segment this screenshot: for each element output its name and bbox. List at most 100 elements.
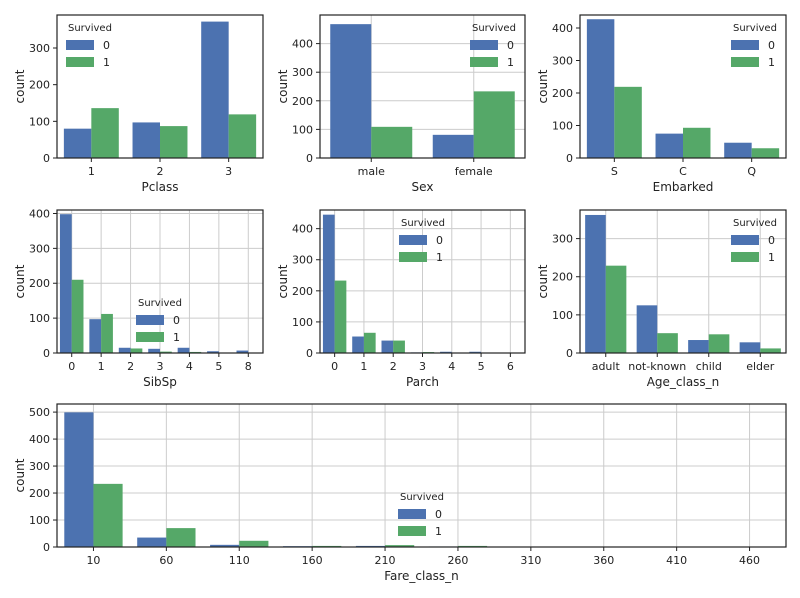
x-tick-label: 5	[215, 360, 222, 373]
bar-fare_class_n-60-survived-1	[166, 528, 196, 547]
bar-age_class_n-elder-survived-1	[760, 348, 781, 353]
x-tick-label: 60	[159, 554, 173, 567]
x-axis-label: Sex	[412, 180, 434, 194]
legend-swatch-survived-1	[399, 252, 427, 262]
legend-label-survived-1: 1	[103, 56, 110, 69]
y-tick-label: 200	[29, 277, 50, 290]
bar-fare_class_n-60-survived-0	[137, 537, 167, 547]
chart-panel-sex: 0 100 200 300 400 male female Sex count Survived 0…	[276, 14, 526, 194]
y-axis-label: count	[13, 69, 27, 103]
y-tick-label: 0	[306, 347, 313, 360]
bar-sex-male-survived-1	[371, 126, 413, 158]
legend-swatch-survived-0	[136, 315, 164, 325]
legend-label-survived-0: 0	[103, 39, 110, 52]
bar-age_class_n-child-survived-1	[708, 334, 730, 353]
legend-label-survived-0: 0	[436, 234, 443, 247]
legend-title: Survived	[733, 218, 777, 229]
bar-sibsp-1-survived-0	[89, 319, 102, 353]
bar-fare_class_n-10-survived-0	[64, 412, 94, 547]
chart-panel-pclass: 0 100 200 300 1 2 3 Pclass count Survived 0 1	[13, 14, 264, 194]
bar-pclass-2-survived-1	[160, 126, 188, 158]
x-tick-label: 160	[302, 554, 323, 567]
chart-panel-parch: 0 100 200 300 400 0 1 2 3 4 5 6 Parch count Survived 0 1	[276, 209, 526, 389]
y-axis-label: count	[13, 458, 27, 492]
bar-embarked-C-survived-1	[683, 127, 711, 158]
x-tick-label: adult	[592, 360, 621, 373]
y-axis-label: count	[536, 69, 550, 103]
x-tick-label: 0	[331, 360, 338, 373]
legend-label-survived-1: 1	[435, 525, 442, 538]
bar-sibsp-0-survived-1	[71, 279, 84, 353]
legend-label-survived-1: 1	[507, 56, 514, 69]
legend: Survived 0 1	[731, 23, 777, 69]
chart-panel-age_class_n: 0 100 200 300 adult not-known child elder Age_cl…	[536, 209, 787, 389]
legend: Survived 0 1	[136, 298, 182, 344]
bar-pclass-1-survived-0	[63, 128, 92, 158]
x-tick-label: 3	[157, 360, 164, 373]
legend: Survived 0 1	[731, 218, 777, 264]
legend-label-survived-0: 0	[768, 234, 775, 247]
bar-embarked-C-survived-0	[655, 133, 683, 159]
legend: Survived 0 1	[398, 492, 444, 538]
y-tick-label: 300	[29, 42, 50, 55]
y-tick-label: 300	[292, 254, 313, 267]
x-tick-label: 3	[225, 165, 232, 178]
x-tick-label: 410	[666, 554, 687, 567]
legend-swatch-survived-1	[66, 57, 94, 67]
chart-panel-sibsp: 0 100 200 300 400 0 1 2 3 4 5 8 SibSp count Survived 0 1	[13, 207, 264, 389]
legend-swatch-survived-0	[66, 40, 94, 50]
bar-parch-1-survived-1	[363, 332, 376, 353]
y-tick-label: 100	[29, 514, 50, 527]
bar-parch-2-survived-0	[381, 340, 394, 353]
x-tick-label: 2	[390, 360, 397, 373]
x-tick-label: 4	[186, 360, 193, 373]
legend: Survived 0 1	[470, 23, 516, 69]
bar-sibsp-5-survived-0	[207, 351, 219, 353]
bar-sibsp-8-survived-0	[236, 350, 249, 353]
bar-parch-0-survived-1	[334, 280, 347, 353]
bar-sibsp-0-survived-0	[59, 214, 72, 353]
legend-title: Survived	[733, 23, 777, 34]
y-tick-label: 200	[292, 285, 313, 298]
x-tick-label: 210	[375, 554, 396, 567]
y-axis-label: count	[276, 264, 290, 298]
y-tick-label: 400	[29, 433, 50, 446]
y-tick-label: 200	[292, 95, 313, 108]
x-tick-label: 310	[520, 554, 541, 567]
x-axis-label: SibSp	[143, 375, 177, 389]
x-tick-label: 460	[739, 554, 760, 567]
bar-pclass-1-survived-1	[91, 108, 119, 158]
legend-swatch-survived-1	[136, 332, 164, 342]
legend-swatch-survived-1	[470, 57, 498, 67]
y-tick-label: 0	[43, 541, 50, 554]
y-tick-label: 200	[29, 487, 50, 500]
bar-age_class_n-elder-survived-0	[739, 342, 761, 353]
bar-fare_class_n-110-survived-0	[210, 544, 240, 547]
legend-title: Survived	[68, 23, 112, 34]
legend-title: Survived	[400, 492, 444, 503]
y-tick-label: 0	[566, 347, 573, 360]
legend: Survived 0 1	[399, 218, 445, 264]
legend-label-survived-0: 0	[507, 39, 514, 52]
bar-sex-female-survived-0	[432, 134, 474, 158]
x-tick-label: 6	[507, 360, 514, 373]
x-axis-label: Parch	[406, 375, 439, 389]
legend-label-survived-1: 1	[436, 251, 443, 264]
bar-age_class_n-adult-survived-1	[605, 265, 627, 353]
bar-pclass-3-survived-1	[228, 114, 257, 158]
bar-embarked-S-survived-0	[586, 19, 615, 158]
y-tick-label: 0	[566, 152, 573, 165]
legend-label-survived-1: 1	[768, 251, 775, 264]
y-tick-label: 100	[292, 316, 313, 329]
bar-parch-2-survived-1	[393, 340, 405, 353]
bar-sibsp-2-survived-0	[118, 347, 131, 353]
legend-swatch-survived-0	[399, 235, 427, 245]
x-axis-label: Pclass	[141, 180, 178, 194]
bar-pclass-3-survived-0	[201, 21, 229, 158]
x-tick-label: 2	[127, 360, 134, 373]
x-tick-label: 8	[245, 360, 252, 373]
y-tick-label: 300	[29, 242, 50, 255]
y-tick-label: 0	[43, 152, 50, 165]
x-tick-label: 1	[360, 360, 367, 373]
